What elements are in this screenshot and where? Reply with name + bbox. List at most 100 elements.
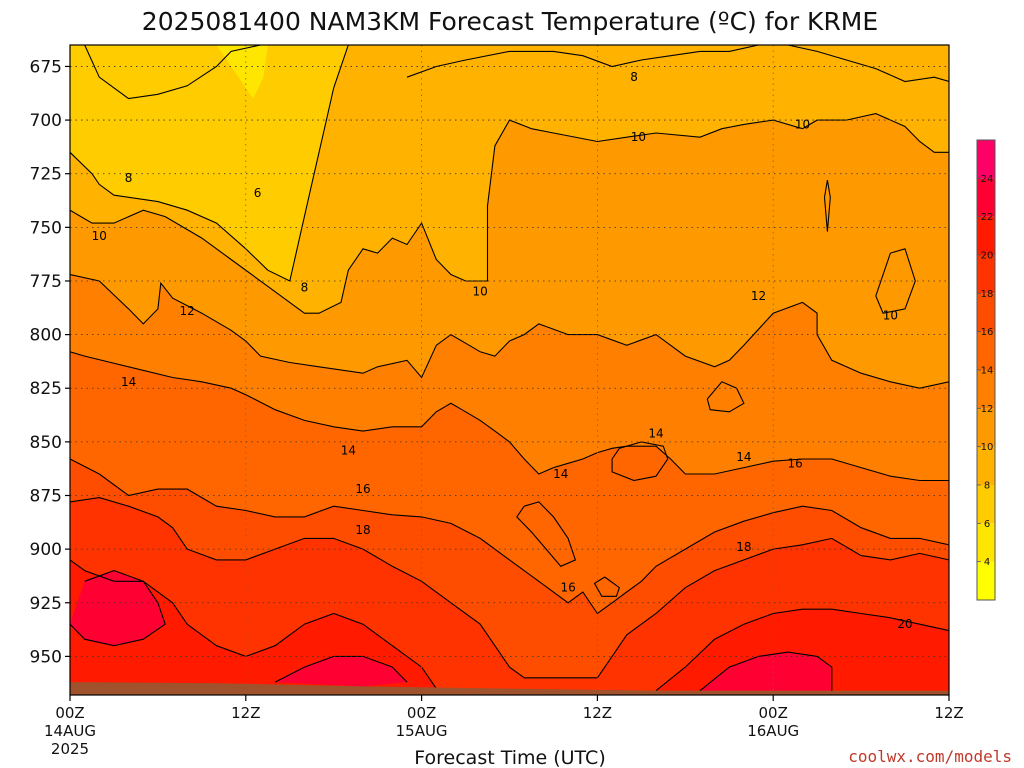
contour-label-text: 10 [473,285,488,299]
contour-label-10: 12 [751,289,766,303]
contour-label-text: 16 [560,581,575,595]
colorbar-swatch-1 [977,561,995,600]
contour-line-5 [70,273,949,389]
y-tick-label-900: 900 [30,540,62,560]
contour-label-text: 8 [125,171,133,185]
contour-label-17: 16 [355,482,370,496]
contour-label-16: 14 [736,450,751,464]
contour-label-4: 6 [254,186,262,200]
contour-label-21: 16 [560,581,575,595]
x-tick-label-3: 00Z [407,704,436,722]
y-axis: 675 700 725 750 775 800 825 850 875 900 925 950 [30,57,70,667]
contour-label-text: 16 [355,482,370,496]
contour-label-text: 14 [121,375,136,389]
colorbar: 4 6 8 10 12 14 16 18 20 22 24 [976,139,996,601]
contour-label-text: 20 [897,617,912,631]
contour-label-18: 16 [788,456,803,470]
colorbar-label-4: 4 [984,557,990,568]
colorbar-label-10: 10 [981,442,994,453]
y-tick-label-750: 750 [30,218,62,238]
contour-label-text: 10 [92,229,107,243]
contour-line-19 [875,248,916,314]
x-tick-label-4: 12Z [583,704,612,722]
contour-label-12: 14 [121,375,136,389]
credit-link[interactable]: coolwx.com/models [848,747,1012,766]
contour-line-13 [699,651,833,692]
colorbar-swatch-2 [977,523,995,562]
contour-labels: 8 10 8 6 10 10 8 10 12 12 10 14 14 14 14 14 16 16 18 18 16 20 [92,70,913,631]
contour-line-3 [70,113,949,314]
contour-line-14 [611,441,669,482]
contour-label-8: 10 [473,285,488,299]
temp-band-22-24b [275,656,407,687]
contour-label-13: 14 [341,443,356,457]
temp-band-6-8 [70,45,349,281]
colorbar-swatch-9 [977,255,995,294]
contour-label-text: 8 [301,280,309,294]
contour-label-2: 10 [795,117,810,131]
colorbar-swatch-11 [977,178,995,217]
contour-label-19: 18 [355,523,370,537]
contour-label-text: 8 [630,70,638,84]
colorbar-swatch-8 [977,293,995,332]
x-axis-label: Forecast Time (UTC) [414,747,605,768]
colorbar-swatch-12 [977,140,995,179]
contour-label-text: 14 [648,426,663,440]
temperature-fill-regions [70,45,949,695]
plot-frame [69,44,950,696]
contour-line-6 [70,351,949,482]
contour-label-1: 8 [630,70,638,84]
x-tick-label-2: 12Z [231,704,260,722]
y-tick-label-700: 700 [30,111,62,131]
y-tick-label-925: 925 [30,594,62,614]
temp-band-22-24c [700,652,832,691]
contour-label-text: 12 [180,304,195,318]
y-tick-label-675: 675 [30,57,62,77]
contour-label-text: 18 [736,540,751,554]
contour-label-text: 10 [631,130,646,144]
y-tick-label-800: 800 [30,326,62,346]
contour-label-7: 8 [301,280,309,294]
temp-band-4-6 [216,45,268,99]
colorbar-label-14: 14 [981,366,994,377]
chart-title: 2025081400 NAM3KM Forecast Temperature (… [142,7,878,36]
ground-layer [70,682,949,695]
contour-line-8 [70,497,949,679]
contour-label-20: 18 [736,540,751,554]
x-tick-date-3: 15AUG [396,722,448,740]
contour-label-3: 8 [125,171,133,185]
contour-line-7 [70,458,949,615]
colorbar-label-16: 16 [981,327,994,338]
x-tick-date-5: 16AUG [747,722,799,740]
contour-line-18 [823,180,831,232]
temp-band-22-24 [70,570,166,646]
contour-label-text: 10 [795,117,810,131]
colorbar-swatch-10 [977,216,995,255]
colorbar-swatch-5 [977,408,995,447]
contour-line-1 [84,45,261,100]
contour-line-4 [406,45,949,83]
contour-label-text: 10 [883,308,898,322]
colorbar-label-6: 6 [984,519,990,530]
contour-label-22: 20 [897,617,912,631]
colorbar-label-18: 18 [981,289,994,300]
contour-line-17 [706,381,745,413]
ground-surface [70,682,949,695]
colorbar-label-8: 8 [984,481,990,492]
contour-label-text: 14 [736,450,751,464]
contour-label-text: 18 [355,523,370,537]
contour-label-text: 6 [254,186,262,200]
colorbar-label-12: 12 [981,404,994,415]
x-tick-label-6: 12Z [934,704,963,722]
colorbar-label-22: 22 [981,212,994,223]
contour-line-9 [70,559,437,689]
y-tick-label-950: 950 [30,647,62,667]
x-tick-year-1: 2025 [51,740,89,758]
contour-label-5: 10 [631,130,646,144]
y-tick-label-875: 875 [30,486,62,506]
contour-line-15 [516,501,577,567]
contour-line-11 [70,570,166,647]
contour-label-14: 14 [648,426,663,440]
